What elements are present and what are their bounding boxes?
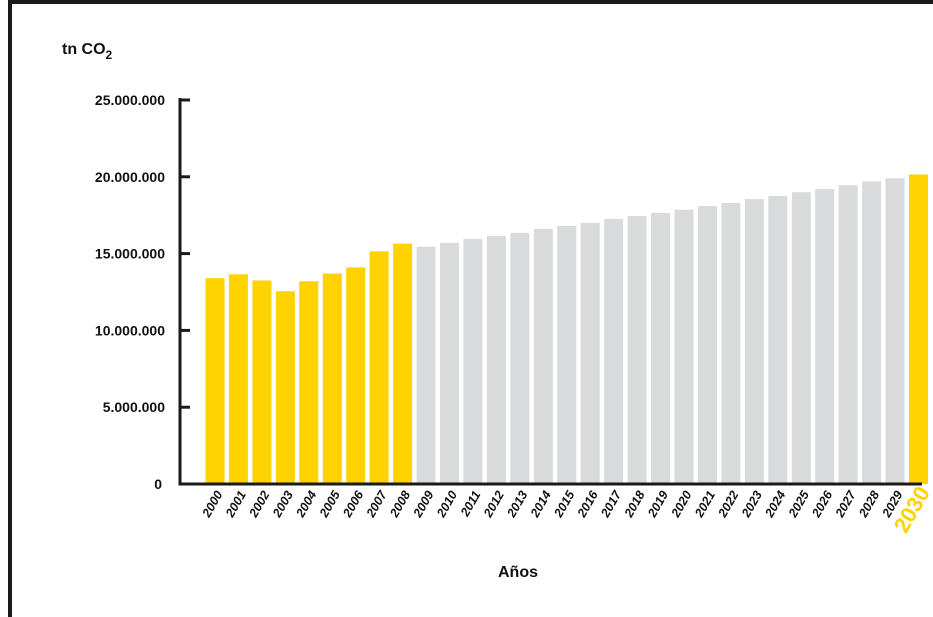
y-tick-label: 0: [154, 476, 162, 492]
bar-2005: [322, 273, 342, 484]
bar-2019: [651, 212, 670, 484]
bar-2008: [393, 243, 413, 484]
x-tick-label-2021: 2021: [692, 488, 719, 520]
x-tick-label-2026: 2026: [809, 488, 836, 521]
x-tick-label-2005: 2005: [316, 488, 343, 521]
x-tick-label-2019: 2019: [645, 488, 672, 520]
y-axis-ticks: 0 5.000.000 10.000.000 15.000.000 20.000.000…: [95, 92, 190, 492]
x-tick-label-2013: 2013: [504, 488, 531, 520]
x-tick-label-2008: 2008: [387, 488, 414, 520]
x-tick-label-2000: 2000: [199, 488, 226, 520]
x-tick-label-2018: 2018: [621, 488, 648, 520]
bar-2020: [674, 209, 694, 485]
x-tick-label-2007: 2007: [363, 488, 390, 521]
bar-2015: [557, 226, 577, 484]
x-tick-label-2017: 2017: [598, 488, 625, 521]
x-tick-label-2020: 2020: [668, 488, 695, 520]
bar-2006: [346, 267, 366, 484]
x-tick-label-2022: 2022: [715, 488, 742, 520]
bar-2029: [885, 178, 905, 485]
x-tick-label-2006: 2006: [340, 488, 367, 521]
bar-2018: [627, 216, 647, 484]
x-tick-label-2014: 2014: [527, 488, 554, 520]
bar-2013: [510, 232, 530, 484]
x-axis-tick-labels: 2000200120022003200420052006200720082009…: [199, 482, 933, 537]
bar-2012: [486, 235, 506, 484]
bar-2030: [909, 174, 928, 484]
x-tick-label-2010: 2010: [434, 488, 461, 520]
bar-2000: [205, 278, 225, 484]
bar-2007: [369, 251, 389, 484]
x-tick-label-2001: 2001: [222, 488, 249, 520]
x-tick-label-2009: 2009: [410, 488, 437, 520]
y-axis-unit-label: tn CO2: [62, 41, 113, 62]
bar-2022: [721, 202, 741, 484]
x-tick-label-2028: 2028: [856, 488, 883, 520]
bar-2021: [698, 206, 717, 484]
x-tick-label-2003: 2003: [269, 488, 296, 520]
x-tick-label-2011: 2011: [457, 488, 483, 519]
x-tick-label-2023: 2023: [738, 488, 765, 520]
x-axis-title: Años: [498, 564, 538, 581]
bar-2027: [838, 185, 858, 484]
bar-2028: [862, 181, 882, 484]
bar-2016: [580, 222, 600, 484]
bars-group: [205, 174, 928, 485]
bar-2010: [440, 242, 459, 484]
bar-2001: [228, 274, 248, 484]
x-tick-label-2004: 2004: [293, 488, 320, 520]
bar-2003: [275, 291, 295, 484]
y-tick-label: 20.000.000: [95, 169, 165, 185]
bar-2023: [744, 199, 764, 484]
y-tick-label: 10.000.000: [95, 322, 165, 338]
bar-2014: [533, 229, 553, 484]
bar-2026: [815, 189, 835, 484]
bar-2011: [463, 239, 483, 484]
frame-left-border: [8, 0, 12, 617]
x-tick-label-2012: 2012: [480, 488, 507, 520]
x-tick-label-2025: 2025: [785, 488, 812, 521]
bar-2024: [768, 196, 788, 484]
y-tick-label: 15.000.000: [95, 246, 165, 262]
x-tick-label-2015: 2015: [551, 488, 578, 521]
x-tick-label-2016: 2016: [574, 488, 601, 521]
x-tick-label-2002: 2002: [246, 488, 273, 520]
frame-top-border: [8, 0, 933, 4]
bar-2025: [791, 192, 811, 484]
bar-2004: [299, 281, 319, 484]
y-tick-label: 25.000.000: [95, 92, 165, 108]
bar-2002: [252, 280, 272, 484]
x-tick-label-2024: 2024: [762, 488, 789, 520]
y-tick-label: 5.000.000: [103, 399, 165, 415]
bar-2009: [416, 246, 436, 484]
bar-2017: [604, 219, 624, 484]
x-tick-label-2027: 2027: [832, 488, 859, 521]
